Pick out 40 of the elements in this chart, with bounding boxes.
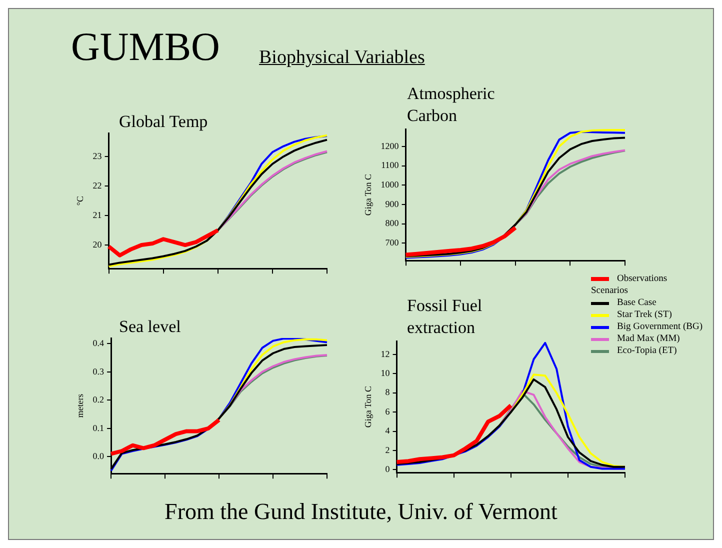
y-tick-label: 20 bbox=[92, 239, 102, 250]
legend-label: Base Case bbox=[617, 297, 656, 309]
y-tick-label: 700 bbox=[385, 238, 400, 248]
y-tick-label: 1200 bbox=[380, 140, 400, 151]
legend-label: Star Trek (ST) bbox=[617, 309, 672, 321]
y-tick-label: 800 bbox=[385, 218, 400, 228]
y-tick-label: 10 bbox=[380, 368, 390, 378]
y-tick-label: 21 bbox=[92, 210, 102, 220]
y-tick-label: 0.0 bbox=[92, 451, 105, 462]
chart-title: Global Temp bbox=[119, 111, 209, 133]
legend-label: Big Government (BG) bbox=[617, 321, 702, 333]
y-axis-title: Giga Ton C bbox=[362, 386, 373, 428]
y-axis-title: Giga Ton C bbox=[362, 174, 373, 216]
y-tick-label: 6 bbox=[385, 406, 390, 416]
legend-label: Eco-Topia (ET) bbox=[617, 345, 677, 357]
y-tick-label: 0.2 bbox=[92, 394, 104, 405]
y-tick-label: 900 bbox=[385, 198, 400, 209]
legend-title: Scenarios bbox=[591, 285, 629, 297]
y-tick-label: 0.3 bbox=[92, 366, 105, 376]
chart-title: Atmospheric Carbon bbox=[407, 83, 496, 127]
y-tick-label: 0.4 bbox=[92, 338, 105, 348]
legend-label: Observations bbox=[617, 273, 668, 285]
y-tick-label: 0 bbox=[385, 464, 390, 474]
y-tick-label: 1100 bbox=[381, 160, 400, 170]
chart-title: Fossil Fuel extraction bbox=[407, 295, 484, 339]
y-tick-label: 0.1 bbox=[92, 422, 104, 433]
y-tick-label: 4 bbox=[385, 426, 390, 436]
y-axis-title: meters bbox=[74, 393, 85, 418]
chart-title: Sea level bbox=[119, 316, 182, 338]
y-tick-label: 8 bbox=[385, 387, 390, 398]
y-tick-label: 12 bbox=[380, 348, 390, 359]
y-tick-label: 2 bbox=[385, 444, 390, 455]
text: GUMBO bbox=[71, 23, 220, 70]
legend-label: Mad Max (MM) bbox=[617, 333, 680, 345]
y-axis-title: °C bbox=[74, 196, 85, 206]
y-tick-label: 23 bbox=[92, 150, 102, 161]
y-tick-label: 1000 bbox=[380, 179, 400, 190]
y-tick-label: 22 bbox=[92, 180, 102, 190]
text: Biophysical Variables bbox=[259, 47, 425, 69]
text: From the Gund Institute, Univ. of Vermont bbox=[164, 499, 558, 525]
